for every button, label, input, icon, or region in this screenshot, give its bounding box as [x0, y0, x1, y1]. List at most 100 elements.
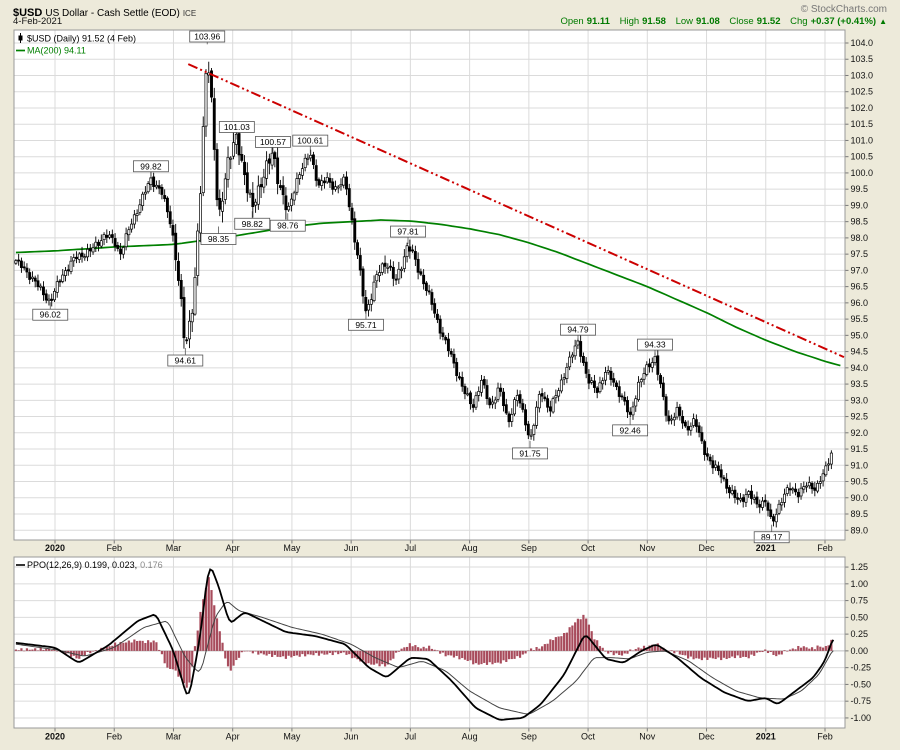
svg-text:Feb: Feb [106, 732, 122, 742]
svg-text:Dec: Dec [699, 732, 716, 742]
svg-text:-0.75: -0.75 [851, 696, 872, 706]
ppo-legend-text: PPO(12,26,9) 0.199, 0.023, 0.176 [27, 560, 163, 570]
ppo-legend-hist-value: 0.176 [140, 560, 163, 570]
svg-text:May: May [283, 732, 301, 742]
svg-text:91.75: 91.75 [519, 448, 541, 458]
svg-text:2021: 2021 [756, 732, 776, 742]
annotation: 94.79 [560, 323, 596, 343]
month-labels: 2020 2020 Feb Feb Mar Mar Apr Apr May May Jun Jun Ju… [45, 543, 833, 742]
svg-text:-1.00: -1.00 [851, 713, 872, 723]
annotation: 100.61 [292, 134, 329, 154]
svg-text:1.25: 1.25 [851, 562, 869, 572]
svg-text:96.0: 96.0 [851, 298, 869, 308]
svg-text:Feb: Feb [106, 543, 122, 553]
svg-text:Feb: Feb [817, 732, 833, 742]
svg-text:94.61: 94.61 [175, 356, 197, 366]
price-legend: $USD (Daily) 91.52 (4 Feb) MA(200) 94.11 [16, 33, 136, 56]
ma-legend-text: MA(200) 94.11 [27, 46, 86, 56]
svg-text:103.5: 103.5 [851, 54, 874, 64]
svg-text:95.0: 95.0 [851, 330, 869, 340]
svg-text:99.82: 99.82 [140, 161, 162, 171]
chart-date: 4-Feb-2021 [13, 16, 63, 27]
svg-text:90.5: 90.5 [851, 477, 869, 487]
annotation: 97.81 [390, 225, 426, 245]
ppo-legend: PPO(12,26,9) 0.199, 0.023, 0.176 [16, 560, 163, 570]
svg-text:97.81: 97.81 [397, 227, 419, 237]
price-annotations: 96.02 99.82 94.61 103.96 98.35 101.03 98.82 100… [32, 30, 790, 544]
ppo-histogram [14, 577, 833, 688]
exchange-label: ICE [182, 9, 197, 18]
annotation: 98.82 [234, 211, 271, 230]
close-value: 91.52 [756, 16, 781, 27]
svg-text:103.96: 103.96 [194, 32, 220, 42]
svg-text:96.02: 96.02 [40, 310, 62, 320]
svg-text:Aug: Aug [462, 543, 478, 553]
high-label: High [619, 16, 640, 27]
svg-text:0.00: 0.00 [851, 646, 869, 656]
stockcharts-credit: © StockCharts.com [800, 4, 887, 15]
svg-text:Jun: Jun [344, 732, 359, 742]
svg-text:101.0: 101.0 [851, 135, 874, 145]
candlestick-icon [18, 33, 23, 43]
svg-text:95.71: 95.71 [355, 320, 377, 330]
svg-text:-0.50: -0.50 [851, 679, 872, 689]
svg-text:100.57: 100.57 [260, 137, 286, 147]
annotation: 99.82 [133, 160, 169, 179]
svg-text:Mar: Mar [166, 732, 182, 742]
svg-text:Sep: Sep [521, 732, 537, 742]
svg-text:92.5: 92.5 [851, 412, 869, 422]
annotation: 98.35 [200, 226, 237, 245]
svg-text:Nov: Nov [639, 543, 656, 553]
ma200-line [15, 219, 841, 367]
svg-text:Aug: Aug [462, 732, 478, 742]
svg-text:Feb: Feb [817, 543, 833, 553]
svg-text:Apr: Apr [226, 543, 240, 553]
svg-text:Oct: Oct [581, 732, 596, 742]
svg-text:Sep: Sep [521, 543, 537, 553]
low-label: Low [675, 16, 693, 27]
svg-text:89.5: 89.5 [851, 509, 869, 519]
panel-borders [13, 29, 846, 729]
svg-text:91.0: 91.0 [851, 460, 869, 470]
svg-text:Apr: Apr [226, 732, 240, 742]
chart-title: US Dollar - Cash Settle (EOD) [45, 8, 180, 19]
ppo-axis-labels: 1.25 1.00 0.75 0.50 0.25 0.00 -0.25 -0.50 -0.75 -… [851, 562, 872, 723]
svg-text:89.17: 89.17 [761, 532, 783, 542]
svg-text:96.5: 96.5 [851, 282, 869, 292]
up-arrow-icon: ▲ [879, 17, 887, 26]
svg-text:Dec: Dec [699, 543, 716, 553]
annotation: 89.17 [753, 524, 790, 544]
svg-text:2020: 2020 [45, 543, 65, 553]
chg-value: +0.37 (+0.41%) [810, 16, 877, 27]
annotation: 94.33 [637, 338, 673, 358]
annotation: 91.75 [512, 440, 548, 460]
ohlc-quote: Open 91.11 High 91.58 Low 91.08 Close 91.52 … [553, 16, 887, 27]
svg-text:2021: 2021 [756, 543, 776, 553]
svg-text:Jul: Jul [405, 732, 417, 742]
ppo-legend-values: PPO(12,26,9) 0.199, 0.023, [27, 560, 137, 570]
svg-text:94.33: 94.33 [644, 340, 666, 350]
svg-text:100.0: 100.0 [851, 168, 874, 178]
svg-text:97.5: 97.5 [851, 249, 869, 259]
svg-text:2020: 2020 [45, 732, 65, 742]
high-value: 91.58 [642, 16, 666, 27]
ppo-line [15, 568, 835, 721]
svg-text:101.5: 101.5 [851, 119, 874, 129]
svg-text:98.76: 98.76 [277, 221, 299, 231]
svg-text:Oct: Oct [581, 543, 596, 553]
open-value: 91.11 [586, 16, 610, 27]
svg-text:98.35: 98.35 [208, 234, 230, 244]
symbol: $USD [13, 7, 43, 19]
price-legend-text: $USD (Daily) 91.52 (4 Feb) [27, 34, 136, 44]
svg-text:94.79: 94.79 [567, 325, 589, 335]
annotation: 103.96 [189, 30, 226, 45]
svg-text:0.50: 0.50 [851, 612, 869, 622]
svg-text:May: May [283, 543, 301, 553]
svg-text:95.5: 95.5 [851, 314, 869, 324]
svg-text:99.5: 99.5 [851, 184, 869, 194]
svg-text:Jul: Jul [405, 543, 417, 553]
low-value: 91.08 [696, 16, 720, 27]
svg-text:92.0: 92.0 [851, 428, 869, 438]
svg-text:1.00: 1.00 [851, 579, 869, 589]
